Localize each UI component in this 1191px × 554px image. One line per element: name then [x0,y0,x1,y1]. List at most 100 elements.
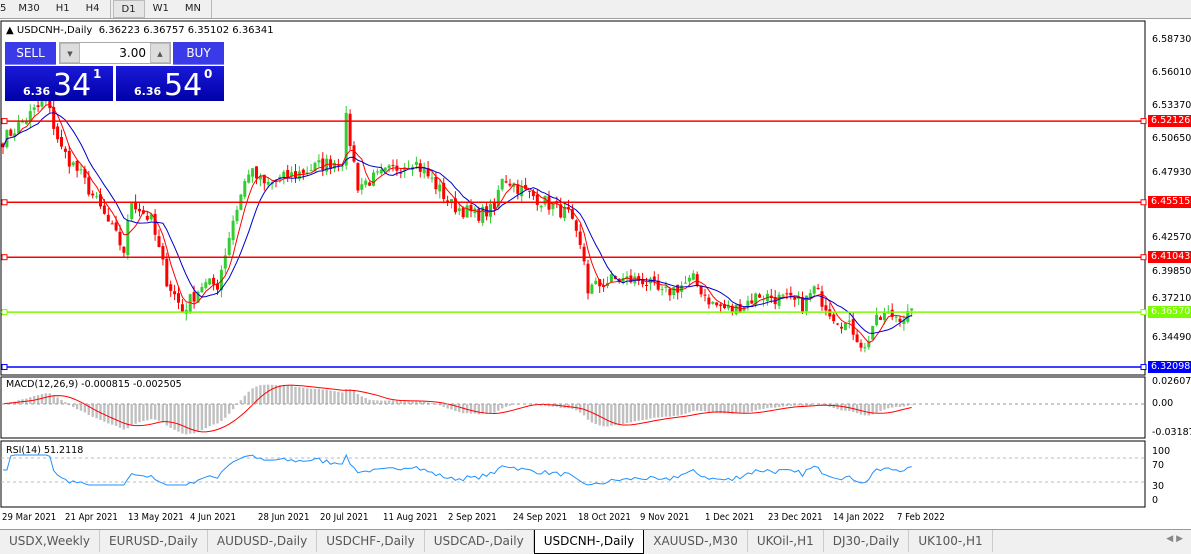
candle-body [67,150,71,167]
price-chart[interactable] [0,19,1191,529]
price-axis-label: 6.39850 [1152,265,1191,277]
candle-body [313,162,317,172]
chart-tab[interactable]: UKOil-,H1 [748,530,824,552]
candle-body [48,97,52,109]
chart-tab[interactable]: USDCHF-,Daily [317,530,425,552]
candle-body [535,194,539,205]
candle-body [551,203,555,210]
candle-body [24,120,28,124]
timeframe-w1[interactable]: W1 [152,3,169,14]
lot-size-stepper: ▼ 3.00 ▲ [59,42,171,64]
candle-body [586,263,590,294]
candle-body [309,170,313,172]
bid-price-button[interactable]: 6.36 34 1 [5,66,113,103]
candle-body [902,319,906,324]
chart-tab[interactable]: DJ30-,Daily [824,530,910,552]
candle-body [793,297,797,300]
candle-body [251,168,255,177]
candle-body [898,318,902,322]
timeframe-5[interactable]: 5 [0,3,7,14]
candle-body [1,143,5,148]
candle-body [368,182,372,186]
date-axis-label: 28 Jun 2021 [258,512,310,523]
candle-body [106,214,110,222]
level-handle-right [1140,118,1147,125]
candle-body [621,278,625,283]
candle-body [188,294,192,313]
rsi-label: RSI(14) 51.2118 [6,445,84,456]
date-axis-label: 20 Jul 2021 [320,512,369,523]
candle-body [758,294,762,298]
chart-tab[interactable]: USDCAD-,Daily [425,530,534,552]
ask-price-button[interactable]: 6.36 54 0 [116,66,224,103]
candle-body [590,284,594,294]
date-axis-label: 7 Feb 2022 [897,512,945,523]
collapse-triangle-icon[interactable]: ▲ [6,25,17,36]
one-click-trading-panel: SELL ▼ 3.00 ▲ BUY 6.36 34 1 6.36 54 0 [5,42,224,103]
date-axis-label: 4 Jun 2021 [190,512,236,523]
buy-button[interactable]: BUY [173,42,224,65]
candle-body [216,283,219,290]
candle-body [684,282,687,284]
candle-body [173,291,177,295]
chart-tab[interactable]: EURUSD-,Daily [100,530,208,552]
candle-body [169,284,173,291]
timeframe-toolbar: 5 M30 H1 H4 D1 W1 MN [0,0,1191,19]
candle-body [457,208,461,211]
chart-tab[interactable]: XAUUSD-,M30 [644,530,748,552]
chart-tab[interactable]: USDX,Weekly [0,530,100,552]
candle-body [200,287,204,293]
candle-body [110,223,114,225]
candle-body [496,189,500,207]
timeframe-h4[interactable]: H4 [85,3,100,14]
candle-body [134,201,138,210]
ask-big-digits: 54 [164,68,203,103]
symbol-label: USDCNH-,Daily [16,25,93,36]
candle-body [32,107,36,110]
candle-body [450,199,453,203]
candle-body [434,177,438,190]
candle-body [379,169,383,174]
date-axis-label: 21 Apr 2021 [65,512,118,523]
price-axis-label: 6.58730 [1152,34,1191,45]
timeframe-m30[interactable]: M30 [18,3,40,14]
timeframe-d1[interactable]: D1 [112,0,145,18]
increase-lot-button[interactable]: ▲ [150,43,170,63]
candle-body [422,168,426,174]
candle-body [192,292,196,302]
candle-body [871,325,875,340]
chart-tab[interactable]: USDCNH-,Daily [533,530,645,554]
candle-body [910,308,914,311]
price-axis-label: 6.56010 [1152,67,1191,79]
tab-scroll-arrows-icon[interactable]: ◀ ▶ [1166,534,1183,544]
timeframe-mn[interactable]: MN [184,3,201,14]
candle-body [473,208,477,214]
candle-body [609,274,613,283]
chart-tab[interactable]: UK100-,H1 [909,530,993,552]
candle-body [17,122,21,134]
candle-body [356,163,360,191]
candle-body [539,205,543,208]
candle-body [149,214,153,220]
price-axis-label: 6.34490 [1152,331,1191,343]
macd-label: MACD(12,26,9) -0.000815 -0.002505 [6,379,182,390]
candle-body [177,293,180,303]
candle-body [219,269,223,291]
candle-body [508,183,512,186]
candle-body [520,186,524,197]
candle-body [91,193,95,196]
candle-body [75,160,79,171]
candle-body [664,286,668,288]
candle-body [781,294,785,296]
lot-size-input[interactable]: 3.00 [119,46,146,60]
candle-body [785,293,789,295]
candle-body [258,176,262,180]
candle-body [344,112,348,166]
decrease-lot-button[interactable]: ▼ [60,43,80,63]
sell-button[interactable]: SELL [5,42,56,65]
candle-body [812,286,816,294]
date-axis-label: 18 Oct 2021 [578,512,631,523]
timeframe-h1[interactable]: H1 [55,3,70,14]
chart-tab[interactable]: AUDUSD-,Daily [208,530,318,552]
candle-body [598,279,602,287]
